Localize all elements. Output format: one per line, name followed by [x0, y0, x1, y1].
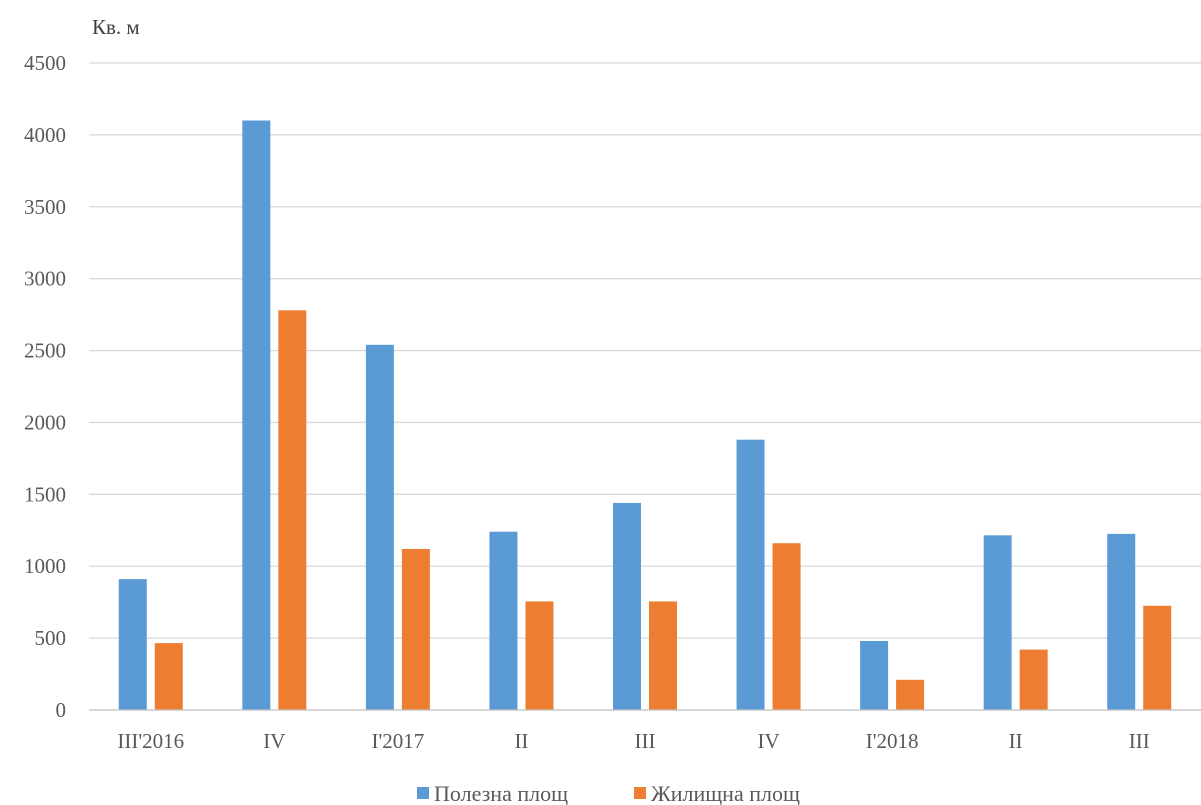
bar-useful-area: [860, 640, 889, 710]
bars: [118, 120, 1172, 710]
bar-useful-area: [983, 535, 1012, 710]
x-axis-ticks: III'2016 IV I'2017 II III IV I'2018 II III: [117, 729, 1149, 753]
bar-living-area: [401, 548, 430, 710]
legend-swatch-living-area: [634, 787, 646, 799]
bar-useful-area: [613, 502, 641, 710]
bar-useful-area: [118, 579, 147, 710]
x-tick-label: III: [635, 729, 656, 753]
y-tick-label: 4000: [24, 123, 66, 147]
y-tick-label: 2000: [24, 410, 66, 434]
bar-living-area: [278, 310, 307, 710]
legend: Полезна площ Жилищна площ: [417, 781, 800, 805]
legend-swatch-useful-area: [417, 787, 429, 799]
y-tick-label: 1500: [24, 482, 66, 506]
bar-living-area: [154, 643, 183, 710]
x-tick-label: IV: [757, 729, 779, 753]
bar-useful-area: [242, 120, 271, 710]
gridlines: [89, 62, 1201, 639]
x-tick-label: III'2016: [117, 729, 184, 753]
y-axis-ticks: 0 500 1000 1500 2000 2500 3000 3500 4000 4500: [24, 51, 66, 722]
y-tick-label: 2500: [24, 339, 66, 363]
bar-useful-area: [365, 344, 394, 710]
bar-useful-area: [489, 531, 518, 710]
legend-label-useful-area: Полезна площ: [434, 781, 568, 805]
y-tick-label: 3500: [24, 195, 66, 219]
x-tick-label: II: [514, 729, 528, 753]
x-tick-label: I'2017: [371, 729, 424, 753]
y-tick-label: 500: [35, 626, 67, 650]
bar-living-area: [649, 601, 677, 710]
x-tick-label: IV: [263, 729, 285, 753]
y-tick-label: 0: [56, 698, 67, 722]
bar-living-area: [525, 601, 554, 710]
bar-useful-area: [736, 439, 765, 710]
y-tick-label: 3000: [24, 267, 66, 291]
x-tick-label: III: [1129, 729, 1150, 753]
x-tick-label: I'2018: [866, 729, 919, 753]
bar-living-area: [896, 679, 925, 710]
bar-living-area: [1143, 605, 1172, 710]
bar-living-area: [1019, 649, 1048, 710]
bar-living-area: [772, 543, 801, 710]
x-tick-label: II: [1009, 729, 1023, 753]
legend-label-living-area: Жилищна площ: [651, 781, 800, 805]
y-tick-label: 4500: [24, 51, 66, 75]
y-tick-label: 1000: [24, 554, 66, 578]
bar-useful-area: [1107, 533, 1136, 710]
y-axis-unit-label: Кв. м: [92, 15, 140, 39]
